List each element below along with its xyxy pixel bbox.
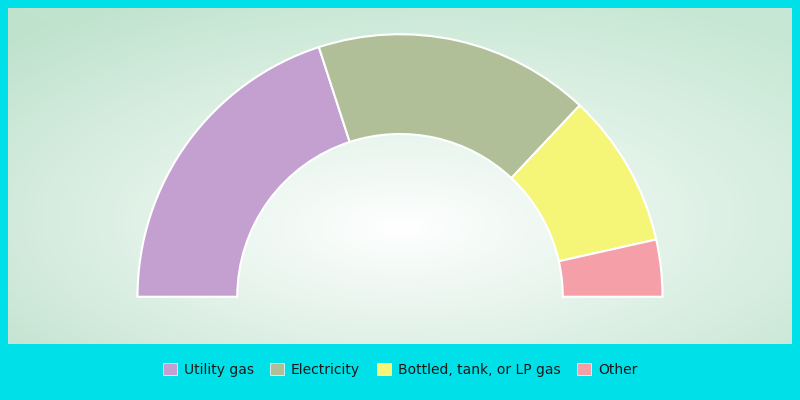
Wedge shape	[559, 240, 662, 297]
Legend: Utility gas, Electricity, Bottled, tank, or LP gas, Other: Utility gas, Electricity, Bottled, tank,…	[158, 358, 642, 382]
Wedge shape	[511, 105, 656, 261]
Wedge shape	[138, 47, 350, 297]
Wedge shape	[319, 34, 580, 178]
